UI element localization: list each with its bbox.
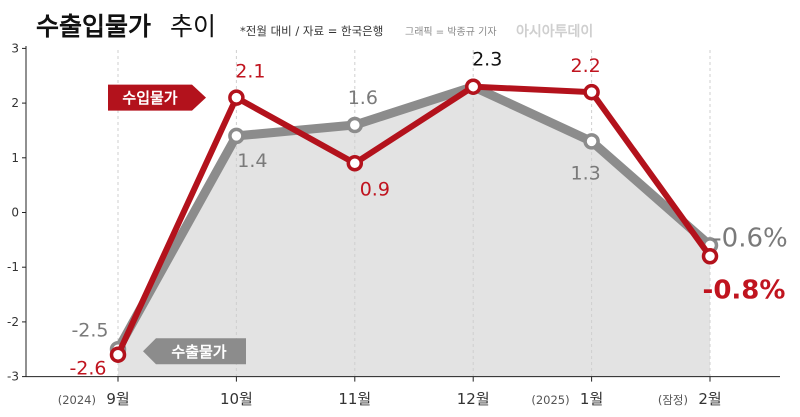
data-labels: -2.6 2.1 0.9 2.2 -0.8% -2.5 1.4 1.6 2.3 1.3 -0.6% [69,49,787,380]
y-tick-label-7: -3 [7,370,19,384]
source-note: *전월 대비 / 자료 = 한국은행 [240,24,383,38]
y-tick-label-2: 2 [11,96,19,110]
x-tick-prefix-6: (잠정) [658,393,688,407]
export-point-5 [583,133,600,150]
export-area-fill [118,86,710,377]
export-data-label-1: -2.5 [71,319,108,341]
import-line [115,83,713,358]
axes: 3 2 1 0 -1 -2 -3 9월 (2024) 10월 11월 12월 1월 (2025) 2월 (잠정… [7,41,780,408]
export-tag-label: 수출물가 [171,343,226,361]
y-tick-label-3: 1 [11,151,19,165]
import-series [109,78,719,363]
import-point-1 [109,346,127,363]
x-tick-label-2: 10월 [220,390,253,408]
y-tick-label-5: -1 [7,260,19,274]
export-data-label-4: 2.3 [472,49,502,71]
export-line [113,81,715,354]
export-data-label-5: 1.3 [570,162,600,184]
x-tick-label-6: 2월 [698,390,721,408]
x-tick-label-5: 1월 [580,390,603,408]
x-tick-prefix-1: (2024) [58,393,96,407]
import-tag-label: 수입물가 [122,89,177,107]
chart-title: 수출입물가 [36,12,151,41]
import-point-3 [346,155,364,172]
import-point-6 [701,248,719,265]
export-tag [143,338,246,365]
export-area [118,86,710,377]
export-point-3 [346,116,364,134]
import-data-label-1: -2.6 [69,358,106,380]
chart-title-suffix: 추이 [170,12,216,41]
graphic-credit: 그래픽 = 박종규 기자 [405,26,497,38]
brand-logo: 아시아투데이 [516,23,593,40]
y-tick-label-1: 3 [11,41,19,55]
export-data-label-6: -0.6% [712,223,787,253]
y-tick-label-4: 0 [11,206,19,220]
import-data-label-6: -0.8% [703,275,786,305]
import-point-2 [228,89,245,106]
import-tag [108,84,206,111]
import-data-label-5: 2.2 [570,55,600,77]
export-data-label-3: 1.6 [348,87,378,109]
x-tick-label-3: 11월 [338,390,371,408]
export-point-2 [228,127,245,145]
import-point-5 [583,83,600,101]
grid-lines [117,50,711,377]
x-tick-prefix-5: (2025) [531,393,569,407]
import-data-label-3: 0.9 [360,178,390,200]
y-tick-label-6: -2 [7,315,19,329]
import-point-4 [464,78,482,95]
import-data-label-2: 2.1 [235,61,265,83]
export-data-label-2: 1.4 [237,150,267,172]
x-tick-label-4: 12월 [457,390,490,408]
x-tick-label-1: 9월 [106,390,129,408]
